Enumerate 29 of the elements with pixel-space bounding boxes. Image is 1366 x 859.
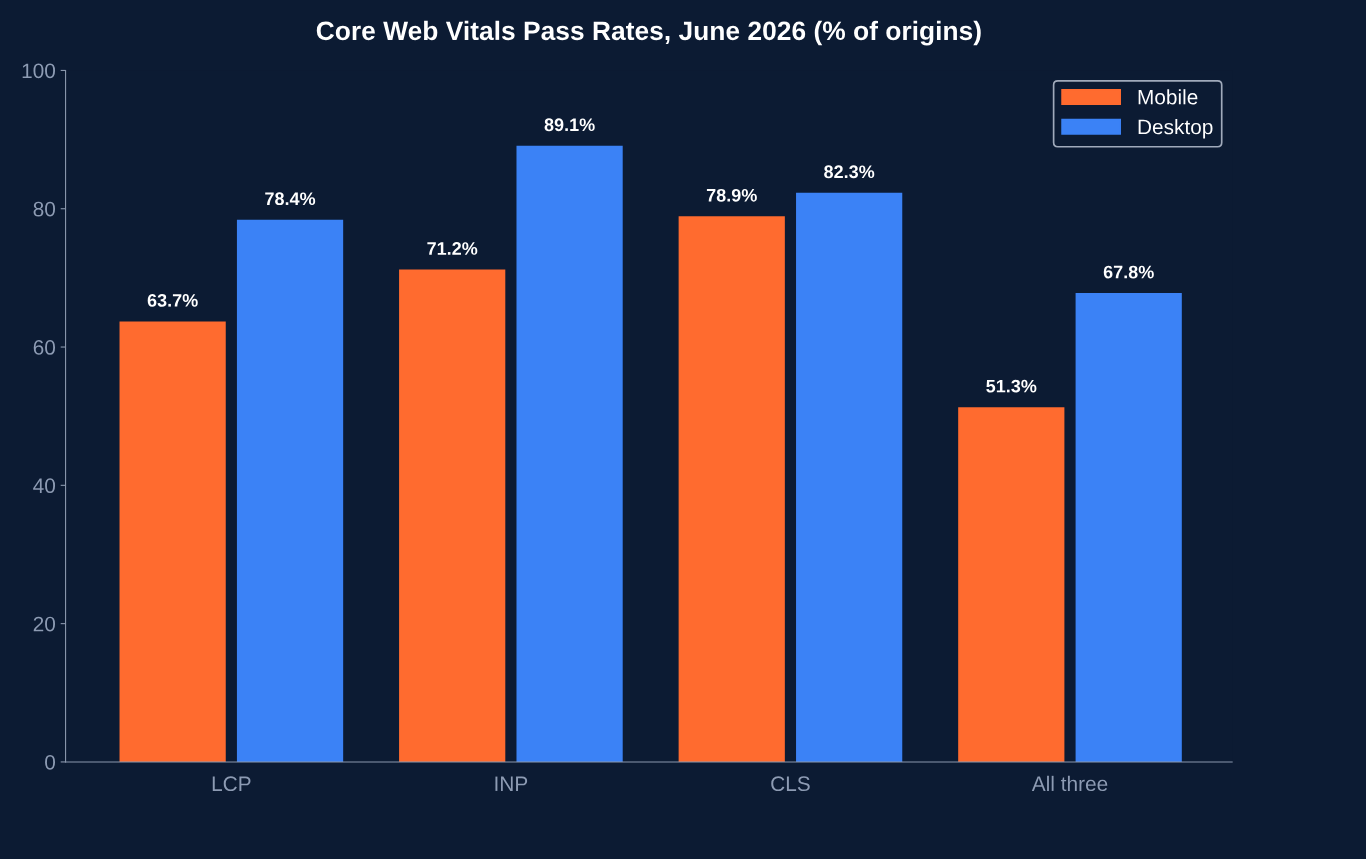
y-tick-label: 80 bbox=[33, 201, 56, 217]
bar bbox=[958, 407, 1065, 762]
y-tick-label: 20 bbox=[33, 616, 56, 632]
legend-label: Mobile bbox=[1138, 89, 1198, 105]
data-label: 78.4% bbox=[265, 192, 316, 206]
x-tick-label: CLS bbox=[771, 776, 810, 792]
data-label: 71.2% bbox=[427, 242, 478, 255]
data-label: 63.7% bbox=[147, 293, 198, 307]
data-label: 82.3% bbox=[824, 165, 875, 179]
y-tick-label: 40 bbox=[33, 478, 56, 494]
data-label: 78.9% bbox=[706, 188, 757, 202]
bar bbox=[1075, 293, 1182, 762]
bar bbox=[678, 216, 785, 762]
bar bbox=[119, 321, 226, 762]
chart-title: Core Web Vitals Pass Rates, June 2026 (% of origins) bbox=[316, 20, 981, 46]
data-label: 89.1% bbox=[544, 118, 595, 132]
data-label: 51.3% bbox=[986, 379, 1037, 393]
x-tick-label: INP bbox=[495, 776, 528, 791]
x-tick-label: All three bbox=[1031, 775, 1108, 792]
bar bbox=[399, 269, 506, 762]
y-tick-label: 60 bbox=[33, 340, 56, 355]
bar bbox=[236, 219, 344, 762]
y-tick-label: 100 bbox=[22, 63, 56, 79]
x-tick-label: LCP bbox=[212, 776, 251, 792]
data-label: 67.8% bbox=[1103, 265, 1154, 279]
legend-label: Desktop bbox=[1138, 119, 1213, 139]
y-tick-label: 0 bbox=[45, 754, 56, 770]
bar bbox=[516, 145, 623, 762]
bar bbox=[796, 192, 903, 762]
